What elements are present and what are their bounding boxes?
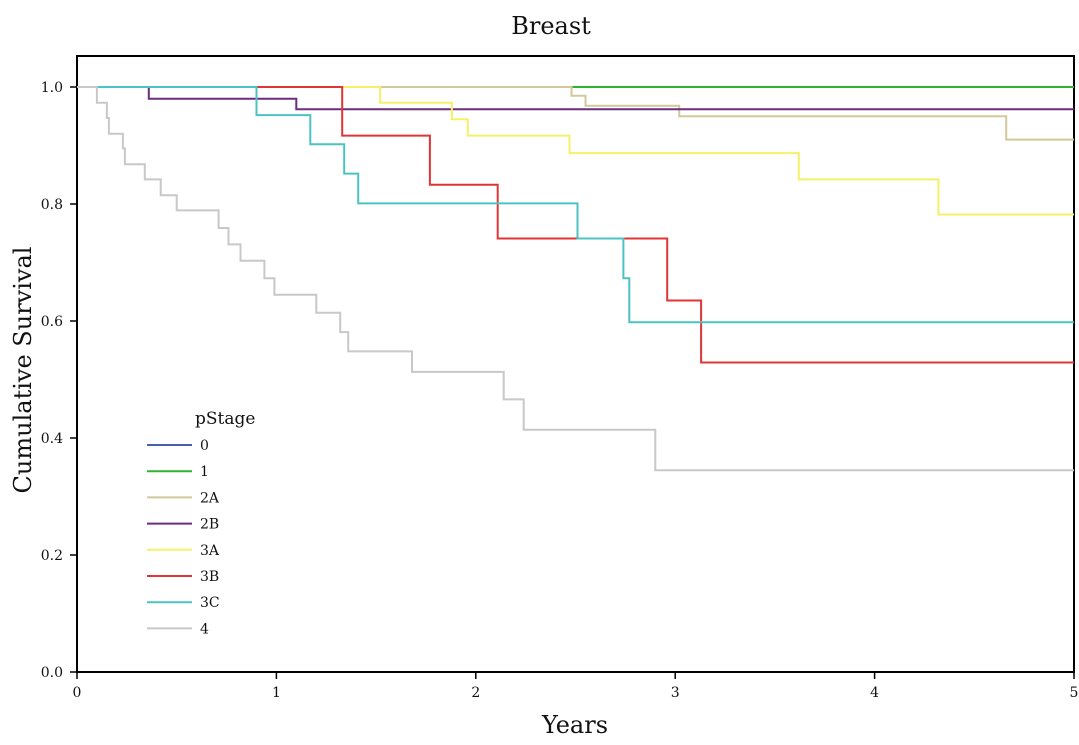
series-line-4 — [77, 86, 1074, 472]
y-tick-label: 0.0 — [41, 665, 63, 681]
legend-label-4: 4 — [200, 621, 209, 637]
legend-label-2b: 2B — [200, 517, 219, 533]
legend-label-3a: 3A — [200, 543, 220, 559]
x-axis-title: Years — [541, 711, 608, 739]
x-tick-label: 4 — [870, 685, 879, 701]
y-tick-label: 0.8 — [41, 197, 63, 213]
y-tick-label: 0.2 — [41, 548, 63, 564]
legend-items: 0 1 2A 2B 3A 3B 3C 4 — [147, 438, 220, 637]
y-tick-label: 0.6 — [41, 314, 63, 330]
legend: pStage 0 1 2A 2B 3A 3B 3C 4 — [147, 409, 255, 637]
legend-label-2a: 2A — [200, 490, 220, 506]
series-line-2b — [77, 86, 1074, 111]
legend-title: pStage — [195, 409, 255, 429]
plot-frame — [76, 55, 1075, 673]
y-tick-label: 0.4 — [41, 431, 63, 447]
y-tick-label: 1.0 — [41, 80, 63, 96]
x-tick-label: 5 — [1070, 685, 1079, 701]
chart-title: Breast — [511, 12, 591, 40]
x-tick-label: 2 — [471, 685, 480, 701]
legend-label-0: 0 — [200, 438, 209, 454]
y-axis-title: Cumulative Survival — [9, 247, 37, 494]
x-tick-label: 1 — [272, 685, 281, 701]
series-line-2a — [77, 86, 1074, 141]
series-line-3a — [77, 86, 1074, 216]
series-line-3c — [77, 86, 1074, 324]
x-tick-label: 0 — [73, 685, 82, 701]
legend-label-3b: 3B — [200, 569, 219, 585]
legend-label-1: 1 — [200, 464, 209, 480]
legend-label-3c: 3C — [200, 595, 220, 611]
series-line-3b — [77, 86, 1074, 364]
x-tick-label: 3 — [671, 685, 680, 701]
axes-layer: 0 1 2 3 4 5 0.0 0.2 0.4 0.6 0.8 1.0 — [41, 80, 1079, 701]
series-layer — [77, 86, 1074, 472]
